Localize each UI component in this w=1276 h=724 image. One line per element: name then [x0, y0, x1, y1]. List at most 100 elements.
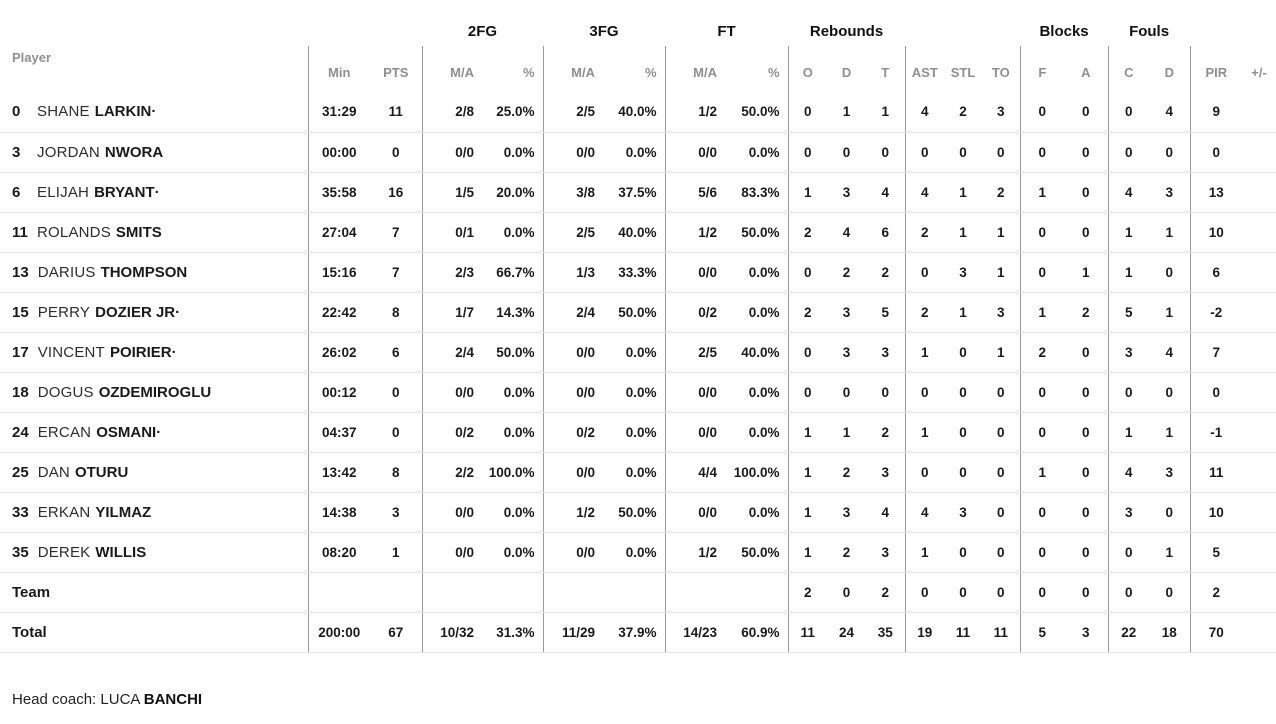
- stat-3fg-ma: 11/29: [542, 612, 609, 653]
- stat-min: 08:20: [307, 532, 370, 573]
- stat-pts: 7: [370, 252, 422, 293]
- stat-stl: 0: [944, 532, 983, 573]
- stat-reb-o: 2: [787, 292, 828, 333]
- stat-reb-t: 0: [866, 132, 906, 173]
- stat-pts: 0: [370, 372, 422, 413]
- column-header-stl: STL: [950, 65, 976, 80]
- stat-2fg-ma: 0/0: [421, 132, 488, 173]
- stat-plus-minus: [1242, 252, 1276, 293]
- stat-pts: 1: [370, 532, 422, 573]
- stat-foul-c: 0: [1107, 572, 1150, 613]
- stat-2fg-ma: 10/32: [421, 612, 488, 653]
- stat-reb-o: 0: [787, 92, 828, 133]
- stat-3fg-ma: [542, 572, 609, 613]
- stat-block-a: 0: [1064, 532, 1109, 573]
- stat-to: 0: [982, 492, 1021, 533]
- column-header-pts: PTS: [383, 65, 409, 80]
- stat-block-a: 0: [1064, 172, 1109, 213]
- stat-3fg-pct: 50.0%: [609, 292, 665, 333]
- summary-row: Total 200:00 67 10/32 31.3% 11/29 37.9% …: [0, 612, 1276, 653]
- stat-3fg-ma: 0/0: [542, 532, 609, 573]
- stat-to: 1: [982, 332, 1021, 373]
- stat-pts: 11: [370, 92, 422, 133]
- stat-ast: 1: [904, 332, 945, 373]
- stat-ft-ma: 1/2: [664, 532, 731, 573]
- column-header-block-f: F: [1019, 46, 1065, 92]
- player-number: 25: [12, 463, 29, 481]
- stat-block-f: 1: [1019, 172, 1065, 213]
- player-first-name: ROLANDS: [37, 223, 111, 241]
- stat-3fg-pct: 50.0%: [609, 492, 665, 533]
- stat-pts: 3: [370, 492, 422, 533]
- stat-block-f: 0: [1019, 212, 1065, 253]
- stat-3fg-ma: 0/0: [542, 452, 609, 493]
- stat-foul-d: 4: [1149, 92, 1191, 133]
- column-header-pir: PIR: [1189, 46, 1243, 92]
- player-first-name: JORDAN: [37, 143, 100, 161]
- stat-3fg-pct: 37.5%: [609, 172, 665, 213]
- stat-stl: 2: [944, 92, 983, 133]
- stat-2fg-ma: 0/0: [421, 532, 488, 573]
- player-cell: 6 ELIJAH BRYANT·: [0, 172, 308, 213]
- player-cell: 24 ERCAN OSMANI·: [0, 412, 308, 453]
- player-last-name: WILLIS: [95, 543, 147, 561]
- stat-min: 200:00: [307, 612, 370, 653]
- table-row: 24 ERCAN OSMANI· 04:37 0 0/2 0.0% 0/2 0.0%…: [0, 412, 1276, 453]
- stat-2fg-ma: 0/1: [421, 212, 488, 253]
- stat-block-a: 0: [1064, 132, 1109, 173]
- summary-row: Team 2 0 2 0 0 0 0 0 0 0 2: [0, 572, 1276, 613]
- stat-foul-d: 0: [1149, 252, 1191, 293]
- group-header-spacer: [1190, 20, 1276, 46]
- stat-reb-o: 0: [787, 132, 828, 173]
- stat-min: 00:12: [307, 372, 370, 413]
- stat-foul-c: 0: [1107, 132, 1150, 173]
- player-first-name: ELIJAH: [37, 183, 90, 201]
- stat-to: 11: [982, 612, 1021, 653]
- player-last-name: OZDEMIROGLU: [98, 383, 212, 401]
- stat-pts: 0: [370, 132, 422, 173]
- stat-block-f: 2: [1019, 332, 1065, 373]
- row-label: Total: [12, 623, 47, 641]
- stat-ft-pct: 0.0%: [731, 292, 789, 333]
- stat-ast: 0: [904, 372, 945, 413]
- stat-reb-t: 2: [866, 412, 906, 453]
- column-header-reb-t: T: [881, 65, 890, 80]
- stat-pts: 8: [370, 452, 422, 493]
- stat-2fg-pct: 0.0%: [488, 372, 543, 413]
- head-coach-line: Head coach: LUCA BANCHI: [12, 691, 1276, 708]
- stat-foul-c: 4: [1107, 172, 1150, 213]
- stat-to: 0: [982, 372, 1021, 413]
- stat-min: [307, 572, 370, 613]
- table-row: 35 DEREK WILLIS 08:20 1 0/0 0.0% 0/0 0.0% …: [0, 532, 1276, 573]
- column-header-2fg-ma: M/A: [421, 46, 488, 92]
- stat-pir: 6: [1189, 252, 1243, 293]
- stat-block-f: 5: [1019, 612, 1065, 653]
- stat-2fg-pct: 0.0%: [488, 132, 543, 173]
- stat-pir: 11: [1189, 452, 1243, 493]
- stat-reb-o: 1: [787, 172, 828, 213]
- column-header-2fg-pct: %: [522, 65, 535, 80]
- player-cell: Total: [0, 612, 308, 653]
- box-score-table: 2FG 3FG FT Rebounds Blocks Fouls Player …: [0, 20, 1276, 653]
- stat-ft-ma: 4/4: [664, 452, 731, 493]
- stat-min: 13:42: [307, 452, 370, 493]
- stat-foul-d: 0: [1149, 132, 1191, 173]
- stat-pir: 9: [1189, 92, 1243, 133]
- stat-ast: 19: [904, 612, 945, 653]
- stat-ast: 0: [904, 252, 945, 293]
- stat-3fg-ma: 3/8: [542, 172, 609, 213]
- stat-pts: 16: [370, 172, 422, 213]
- player-first-name: DARIUS: [37, 263, 96, 281]
- player-number: 18: [12, 383, 29, 401]
- player-last-name: OTURU: [74, 463, 129, 481]
- stat-block-f: 0: [1019, 572, 1065, 613]
- stat-3fg-pct: 0.0%: [609, 132, 665, 173]
- stat-2fg-ma: 2/8: [421, 92, 488, 133]
- stat-ast: 0: [904, 572, 945, 613]
- stat-reb-d: 1: [827, 412, 867, 453]
- stat-3fg-ma: 0/2: [542, 412, 609, 453]
- stat-ft-ma: 0/0: [664, 412, 731, 453]
- stat-reb-o: 1: [787, 412, 828, 453]
- player-cell: 15 PERRY DOZIER JR·: [0, 292, 308, 333]
- stat-stl: 0: [944, 572, 983, 613]
